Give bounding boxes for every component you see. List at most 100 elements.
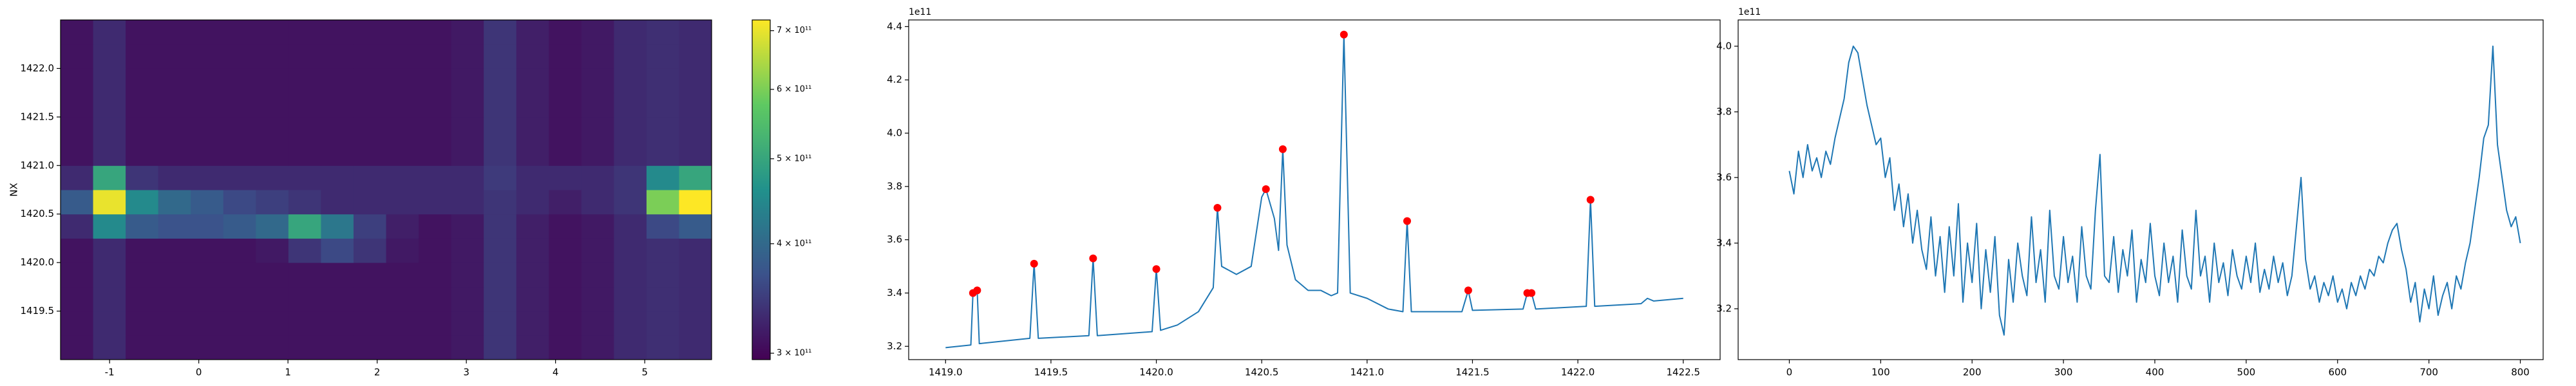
heatmap-cell (256, 238, 289, 263)
heatmap-cell (223, 335, 256, 360)
x-tick-label: 700 (2420, 367, 2438, 378)
heatmap-cell (223, 93, 256, 118)
heatmap-cell (614, 262, 647, 288)
heatmap-cell (288, 116, 321, 142)
peak-marker (1278, 145, 1287, 153)
y-axis-label: NX (8, 183, 20, 197)
heatmap-cell (191, 238, 224, 263)
heatmap-cell (61, 214, 94, 239)
heatmap-cell (353, 311, 386, 336)
heatmap-cell (386, 93, 419, 118)
x-tick-label: 4 (553, 367, 559, 378)
heatmap-cell (679, 214, 712, 239)
heatmap-cell (386, 20, 419, 45)
y-tick-label: 3.2 (887, 340, 902, 352)
colorbar-tick-label: 4 × 10¹¹ (777, 239, 811, 248)
heatmap-cell (191, 20, 224, 45)
heatmap-cell (549, 44, 582, 69)
heatmap-cell (353, 44, 386, 69)
y-tick-label: 1422.0 (21, 62, 55, 74)
y-tick-label: 4.4 (887, 21, 902, 32)
heatmap-cell (256, 262, 289, 288)
heatmap-cell (126, 20, 159, 45)
heatmap-cell (93, 335, 126, 360)
heatmap-cell (679, 190, 712, 215)
heatmap-cell (516, 93, 549, 118)
heatmap-cell (646, 116, 679, 142)
heatmap-cell (126, 116, 159, 142)
y-tick-label: 1420.0 (21, 257, 55, 268)
heatmap-cell (61, 262, 94, 288)
heatmap-cell (93, 214, 126, 239)
heatmap-cell (353, 190, 386, 215)
heatmap-cell (386, 214, 419, 239)
peak-marker (973, 286, 981, 295)
x-tick-label: 1421.5 (1455, 367, 1490, 378)
heatmap-cell (353, 335, 386, 360)
heatmap-cell (679, 165, 712, 190)
heatmap-cell (516, 44, 549, 69)
heatmap-cell (126, 311, 159, 336)
heatmap-cell (223, 311, 256, 336)
y-tick-label: 3.8 (887, 180, 902, 192)
heatmap-cell (419, 93, 452, 118)
heatmap-cell (646, 20, 679, 45)
heatmap-cell (581, 68, 614, 93)
heatmap-cell (321, 214, 354, 239)
heatmap-cell (61, 141, 94, 166)
heatmap-cell (288, 44, 321, 69)
heatmap-cell (484, 238, 517, 263)
heatmap-cell (288, 262, 321, 288)
heatmap-cell (386, 44, 419, 69)
heatmap-cell (321, 20, 354, 45)
heatmap-cell (646, 141, 679, 166)
heatmap-cell (484, 190, 517, 215)
heatmap-cell (484, 214, 517, 239)
heatmap-cell (549, 165, 582, 190)
heatmap-cell (61, 20, 94, 45)
peak-marker (1213, 203, 1222, 212)
heatmap-cell (386, 116, 419, 142)
line (1788, 45, 2521, 336)
heatmap-cell (288, 141, 321, 166)
heatmap-cell (646, 335, 679, 360)
heatmap-cell (646, 238, 679, 263)
heatmap-cell (484, 141, 517, 166)
heatmap-cell (288, 93, 321, 118)
heatmap-cell (256, 44, 289, 69)
x-tick-label: 1422.0 (1561, 367, 1595, 378)
peak-marker (1403, 217, 1411, 225)
heatmap-cell (126, 141, 159, 166)
heatmap-cell (126, 262, 159, 288)
heatmap-cell (451, 44, 484, 69)
y-tick-label: 3.6 (1716, 171, 1732, 183)
heatmap-cell (353, 214, 386, 239)
peak-marker (1030, 259, 1038, 268)
heatmap-cell (126, 238, 159, 263)
x-tick-label: 400 (2146, 367, 2164, 378)
heatmap-cell (256, 116, 289, 142)
x-tick-label: 1419.0 (929, 367, 963, 378)
heatmap-cell (321, 311, 354, 336)
plot-area (945, 30, 1683, 349)
heatmap-cell (191, 190, 224, 215)
colorbar-tick-label: 6 × 10¹¹ (777, 84, 811, 94)
heatmap-cell (516, 190, 549, 215)
heatmap-cell (679, 68, 712, 93)
heatmap-cell (321, 68, 354, 93)
heatmap-cell (581, 262, 614, 288)
heatmap-cell (581, 311, 614, 336)
heatmap-cell (191, 214, 224, 239)
y-tick-label: 4.0 (1716, 40, 1732, 51)
y-tick-label: 3.4 (887, 287, 902, 299)
heatmap-cell (353, 238, 386, 263)
heatmap-cell (516, 165, 549, 190)
heatmap-cell (581, 238, 614, 263)
heatmap-cell (223, 238, 256, 263)
heatmap-cell (549, 335, 582, 360)
heatmap-cell (516, 335, 549, 360)
heatmap-cell (126, 214, 159, 239)
heatmap-cell (256, 286, 289, 312)
plot-area (1788, 45, 2521, 336)
